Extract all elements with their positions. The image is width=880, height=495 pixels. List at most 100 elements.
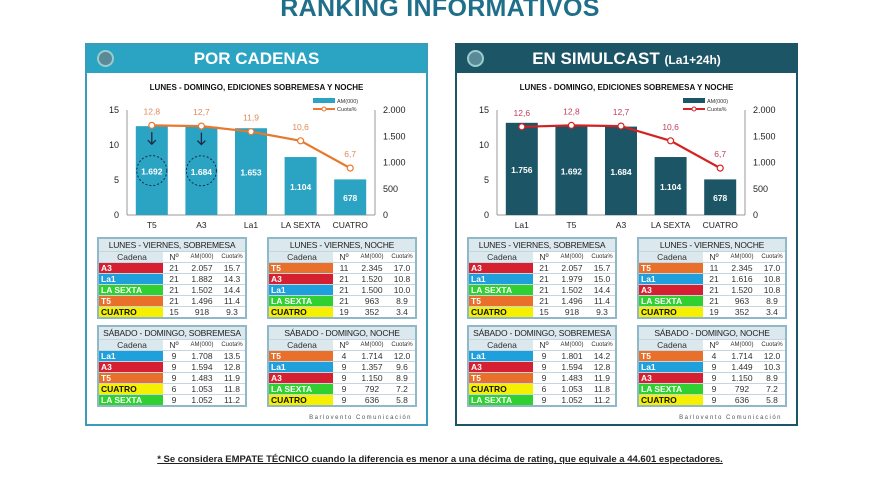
cuota-cell: 10.0	[393, 285, 411, 295]
table-row: CUATRO 19 352 3.4	[639, 306, 785, 317]
channel-cell: LA SEXTA	[469, 395, 533, 405]
bar	[654, 157, 687, 215]
cuota-cell: 9.3	[596, 307, 608, 317]
column-header-cuota: Cuota%	[761, 342, 783, 348]
column-header-num: Nº	[169, 252, 179, 262]
cuota-cell: 7.2	[766, 384, 778, 394]
cuota-value-label: 6,7	[714, 149, 726, 159]
ranking-table: LUNES - VIERNES, SOBREMESA Cadena Nº AM(000…	[467, 237, 617, 319]
cuota-cell: 14.3	[223, 274, 241, 284]
down-arrow-icon	[196, 132, 206, 146]
column-header-cuota: Cuota%	[391, 254, 413, 260]
cuota-value-label: 10,6	[662, 122, 679, 132]
cuota-cell: 10.3	[763, 362, 781, 372]
count-cell: 21	[539, 263, 549, 273]
cuota-cell: 11.4	[224, 296, 240, 306]
table-row: LA SEXTA 9 1.052 11.2	[99, 394, 245, 405]
am-cell: 2.345	[731, 263, 753, 273]
table-header-row: Cadena Nº AM(000) Cuota%	[469, 339, 615, 350]
column-header-num: Nº	[539, 252, 549, 262]
bar-value-label: 1.692	[561, 167, 583, 177]
channel-cell: A3	[269, 274, 333, 284]
category-label: T5	[566, 220, 576, 230]
table-row: La1 9 1.708 13.5	[99, 350, 245, 361]
channel-cell: LA SEXTA	[269, 384, 333, 394]
am-cell: 792	[364, 384, 380, 394]
column-header-am: AM(000)	[360, 342, 384, 348]
column-header-cuota: Cuota%	[221, 342, 243, 348]
count-cell: 9	[171, 395, 177, 405]
globe-icon	[97, 50, 114, 67]
count-cell: 21	[539, 296, 549, 306]
table-title: SÁBADO - DOMINGO, SOBREMESA	[99, 327, 245, 339]
table-title: LUNES - VIERNES, SOBREMESA	[99, 239, 245, 251]
category-label: La1	[244, 220, 258, 230]
channel-cell: CUATRO	[469, 384, 533, 394]
cuota-cell: 11.2	[224, 395, 240, 405]
cuota-point	[148, 121, 156, 130]
table-row: CUATRO 15 918 9.3	[469, 306, 615, 317]
table-row: A3 21 2.057 15.7	[469, 262, 615, 273]
cuota-cell: 8.9	[396, 373, 408, 383]
column-header-num: Nº	[709, 252, 719, 262]
cuota-cell: 10.8	[393, 274, 411, 284]
category-label: CUATRO	[333, 220, 369, 230]
table-row: La1 9 1.801 14.2	[469, 350, 615, 361]
am-cell: 918	[194, 307, 210, 317]
bar	[605, 126, 637, 215]
channel-cell: CUATRO	[639, 395, 703, 405]
channel-cell: LA SEXTA	[469, 285, 533, 295]
table-header-row: Cadena Nº AM(000) Cuota%	[99, 339, 245, 350]
cuota-cell: 9.6	[396, 362, 408, 372]
cuota-cell: 12.0	[763, 351, 781, 361]
cuota-cell: 8.9	[766, 296, 778, 306]
am-cell: 792	[734, 384, 750, 394]
column-header-am: AM(000)	[730, 254, 754, 260]
am-cell: 636	[364, 395, 380, 405]
channel-cell: La1	[269, 285, 333, 295]
ranking-table: SÁBADO - DOMINGO, NOCHE Cadena Nº AM(000) Cu…	[637, 325, 787, 407]
left-tick-label: 5	[484, 175, 489, 185]
channel-cell: La1	[639, 362, 703, 372]
bar-value-label: 1.684	[610, 167, 632, 177]
legend-line-label: Cuota%	[337, 107, 357, 113]
channel-cell: A3	[269, 373, 333, 383]
column-header-am: AM(000)	[560, 342, 584, 348]
column-header-cadena: Cadena	[639, 252, 703, 262]
category-label: T5	[147, 220, 157, 230]
cuota-point	[197, 122, 206, 130]
cuota-cell: 12.8	[223, 362, 241, 372]
category-label: LA SEXTA	[281, 220, 321, 230]
cuota-point	[247, 128, 255, 136]
cuota-cell: 12.8	[593, 362, 611, 372]
channel-cell: T5	[99, 296, 163, 306]
down-arrow-icon	[147, 132, 157, 146]
column-header-cuota: Cuota%	[221, 254, 243, 260]
bar	[334, 179, 367, 215]
channel-cell: A3	[469, 263, 533, 273]
table-header-row: Cadena Nº AM(000) Cuota%	[469, 251, 615, 262]
count-cell: 21	[709, 296, 719, 306]
channel-cell: T5	[269, 263, 333, 273]
table-title: LUNES - VIERNES, NOCHE	[269, 239, 415, 251]
cuota-point	[617, 122, 625, 130]
cuota-cell: 8.9	[766, 373, 778, 383]
cuota-cell: 15.7	[593, 263, 611, 273]
right-tick-label: 1.500	[753, 131, 776, 141]
table-row: A3 9 1.594 12.8	[469, 361, 615, 372]
page-title: RANKING INFORMATIVOS	[280, 0, 600, 22]
column-header-num: Nº	[339, 340, 349, 350]
table-title: LUNES - VIERNES, SOBREMESA	[469, 239, 615, 251]
left-tick-label: 0	[114, 210, 119, 220]
left-tick-label: 0	[484, 210, 489, 220]
am-cell: 1.150	[361, 373, 383, 383]
legend-line-marker	[321, 106, 327, 112]
column-header-cuota: Cuota%	[591, 342, 613, 348]
bar	[555, 126, 588, 215]
right-tick-label: 500	[383, 184, 398, 194]
cuota-cell: 8.9	[396, 296, 408, 306]
table-row: CUATRO 6 1.053 11.8	[469, 383, 615, 394]
count-cell: 9	[341, 384, 347, 394]
table-row: T5 9 1.483 11.9	[469, 372, 615, 383]
am-cell: 1.714	[361, 351, 383, 361]
